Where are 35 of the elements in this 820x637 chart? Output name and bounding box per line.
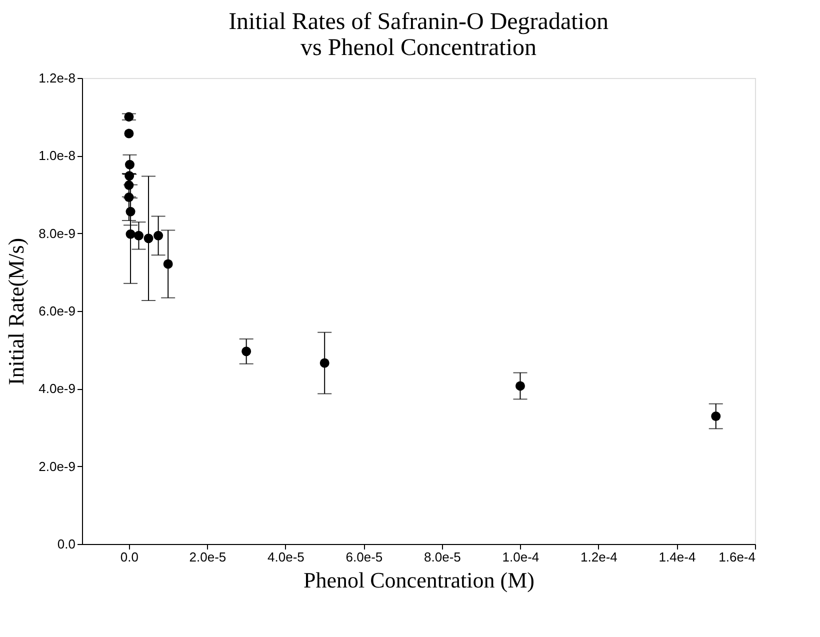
point: [124, 180, 134, 190]
point: [242, 346, 252, 356]
point: [126, 229, 136, 239]
point: [134, 230, 144, 240]
point: [124, 112, 134, 122]
point: [154, 230, 164, 240]
point: [163, 259, 173, 269]
y-tick-label: 4.0e-9: [38, 381, 76, 396]
x-tick-label: 4.0e-5: [268, 550, 304, 564]
y-tick-label: 1.2e-8: [38, 70, 76, 86]
x-tick-label: 6.0e-5: [346, 550, 383, 564]
y-tick-label: 6.0e-9: [38, 304, 76, 318]
x-tick-label: 1.0e-4: [502, 550, 540, 564]
point: [124, 160, 134, 170]
x-axis-title: Phenol Concentration (M): [304, 568, 534, 592]
point: [515, 381, 525, 391]
y-axis-title: Initial Rate(M/s): [4, 238, 29, 386]
x-tick-label: 1.6e-4: [718, 550, 756, 564]
y-tick-label: 2.0e-9: [38, 458, 76, 474]
point: [124, 192, 134, 202]
y-tick-label: 1.0e-8: [38, 148, 76, 164]
point: [126, 206, 136, 216]
point: [124, 171, 134, 181]
x-tick-label: 8.0e-5: [424, 550, 461, 564]
x-tick-label: 2.0e-5: [189, 550, 226, 564]
chart-title: Initial Rates of Safranin-O Degradation vs Phenol Concentration: [228, 9, 608, 61]
point: [711, 412, 721, 421]
y-tick-label: 8.0e-9: [38, 226, 76, 241]
point: [124, 128, 134, 138]
point: [144, 234, 154, 244]
y-tick-label: 0.0: [57, 536, 76, 552]
point: [320, 358, 330, 368]
x-tick-label: 0.0: [120, 550, 138, 564]
x-tick-label: 1.2e-4: [580, 550, 618, 564]
x-tick-label: 1.4e-4: [658, 550, 696, 564]
